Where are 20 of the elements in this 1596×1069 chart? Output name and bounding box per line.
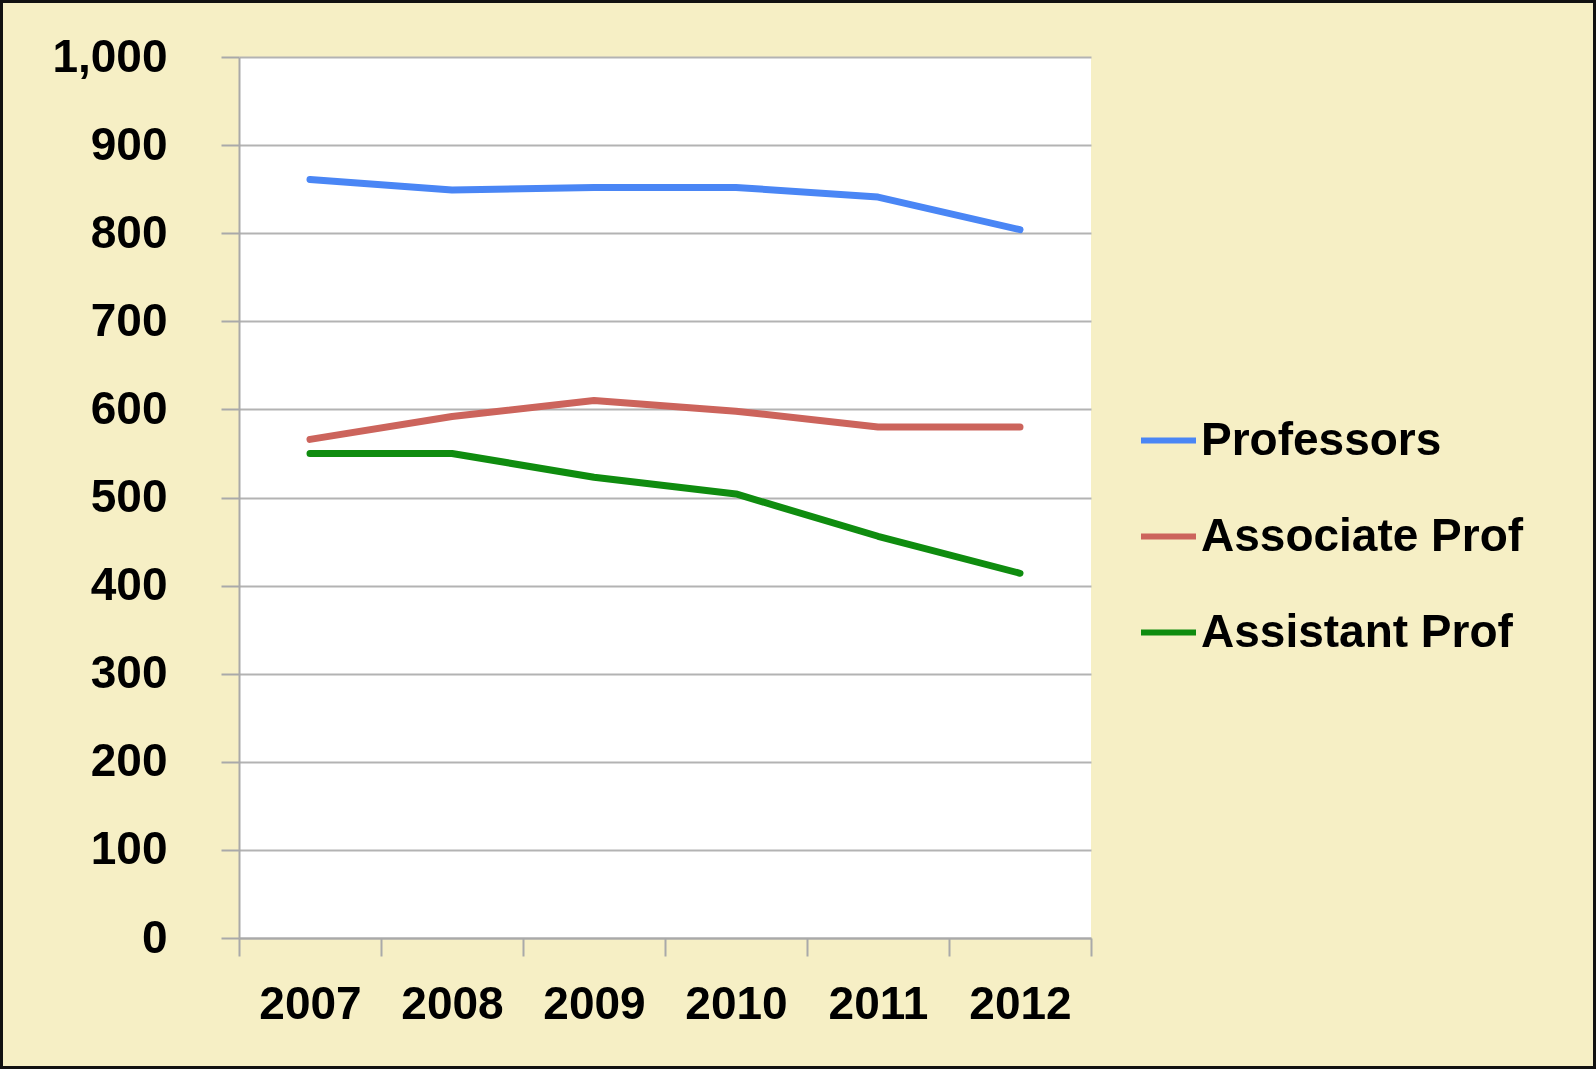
y-tick-label: 100 — [90, 822, 168, 875]
legend-label: Professors — [1201, 412, 1442, 465]
y-tick-label: 400 — [90, 558, 168, 611]
y-tick-label: 800 — [90, 205, 168, 258]
x-tick-label: 2008 — [401, 976, 504, 1029]
x-tick-label: 2012 — [969, 976, 1072, 1029]
legend-label: Assistant Prof — [1201, 604, 1514, 657]
y-tick-label: 300 — [90, 646, 168, 699]
y-tick-label: 600 — [90, 381, 168, 434]
y-tick-label: 900 — [90, 117, 168, 170]
y-tick-label: 700 — [90, 293, 168, 346]
x-tick-label: 2011 — [828, 976, 929, 1029]
x-tick-label: 2007 — [259, 976, 362, 1029]
y-tick-label: 500 — [90, 470, 168, 522]
y-tick-label: 1,000 — [52, 29, 168, 82]
y-tick-label: 0 — [141, 910, 168, 963]
legend-label: Associate Prof — [1201, 508, 1524, 561]
y-tick-label: 200 — [90, 734, 168, 787]
x-tick-label: 2010 — [685, 976, 788, 1029]
x-tick-label: 2009 — [543, 976, 646, 1029]
